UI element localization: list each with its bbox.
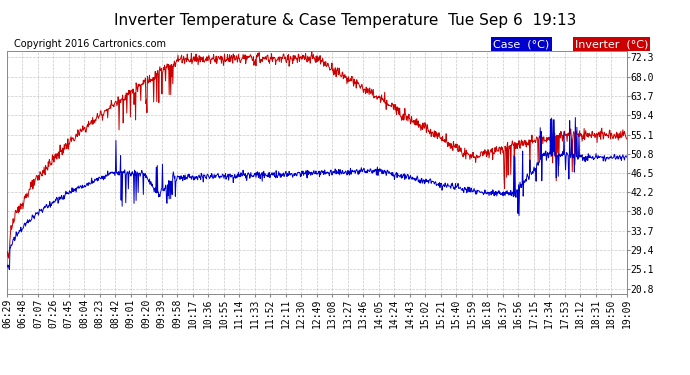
Text: Case  (°C): Case (°C): [493, 39, 550, 50]
Text: Copyright 2016 Cartronics.com: Copyright 2016 Cartronics.com: [14, 39, 166, 50]
Text: Inverter Temperature & Case Temperature  Tue Sep 6  19:13: Inverter Temperature & Case Temperature …: [114, 13, 576, 28]
Text: Inverter  (°C): Inverter (°C): [575, 39, 648, 50]
